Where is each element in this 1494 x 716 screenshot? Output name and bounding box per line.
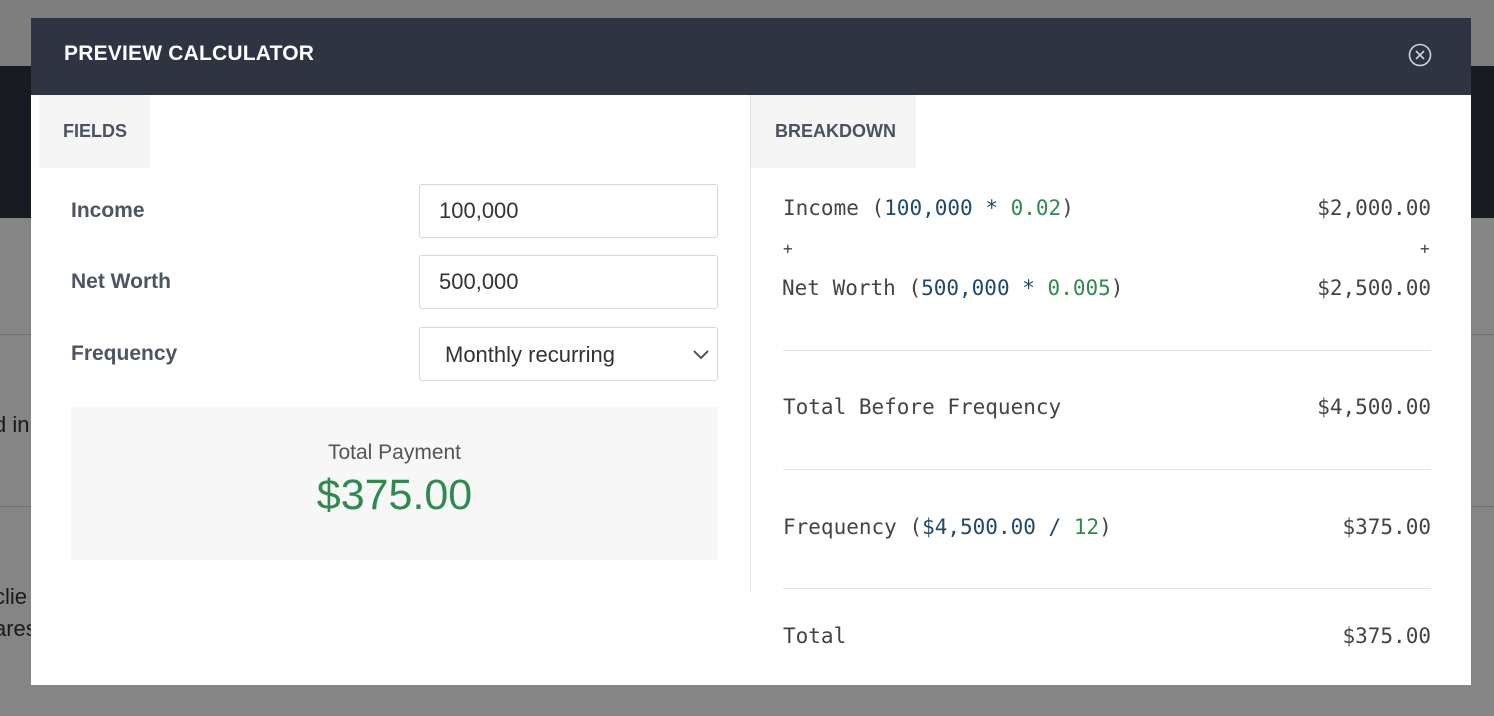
- breakdown-panel: BREAKDOWN Income (100,000 * 0.02) $2,000…: [751, 95, 1471, 685]
- background-text: ares: [0, 616, 37, 641]
- tab-breakdown[interactable]: BREAKDOWN: [751, 95, 916, 168]
- breakdown-paren: ): [1061, 196, 1074, 220]
- background-text: clie: [0, 584, 28, 609]
- breakdown-frequency-divisor: 12: [1073, 515, 1100, 539]
- income-field-row: Income: [71, 184, 718, 238]
- income-input[interactable]: [419, 184, 718, 238]
- breakdown-total-amount: $375.00: [1342, 624, 1431, 648]
- breakdown-net-worth-name: Net Worth: [782, 276, 896, 300]
- breakdown-paren: ): [1110, 276, 1124, 300]
- breakdown-total-before-label: Total Before Frequency: [783, 395, 1062, 419]
- breakdown-frequency-name: Frequency: [783, 515, 897, 539]
- chevron-down-icon: [692, 347, 710, 361]
- breakdown-income-name: Income: [783, 196, 859, 220]
- fields-panel: FIELDS Income Net Worth Frequency Monthl…: [31, 95, 751, 685]
- net-worth-field-row: Net Worth: [71, 255, 718, 309]
- breakdown-paren: (: [895, 276, 922, 300]
- breakdown-divider: [783, 350, 1431, 351]
- breakdown-operator: /: [1035, 515, 1074, 539]
- breakdown-income-formula: Income (100,000 * 0.02): [783, 196, 1431, 220]
- breakdown-divider: [783, 588, 1431, 589]
- plus-sign: +: [1420, 239, 1430, 258]
- plus-sign: +: [783, 239, 793, 258]
- breakdown-paren: (: [858, 196, 885, 220]
- breakdown-net-worth-rate: 0.005: [1047, 276, 1111, 300]
- breakdown-operator: *: [972, 196, 1011, 220]
- breakdown-net-worth-formula: Net Worth (500,000 * 0.005): [782, 276, 1430, 300]
- breakdown-frequency-base: $4,500.00: [922, 515, 1036, 539]
- breakdown-frequency-formula: Frequency ($4,500.00 / 12): [783, 515, 1431, 539]
- frequency-select-value: Monthly recurring: [445, 342, 615, 367]
- breakdown-divider: [783, 469, 1431, 470]
- breakdown-paren: ): [1099, 515, 1112, 539]
- breakdown-net-worth-base: 500,000: [921, 276, 1010, 300]
- frequency-label: Frequency: [71, 342, 178, 365]
- breakdown-frequency-amount: $375.00: [1342, 515, 1431, 539]
- total-payment-label: Total Payment: [327, 441, 462, 464]
- modal-header: PREVIEW CALCULATOR: [31, 18, 1471, 95]
- breakdown-income-amount: $2,000.00: [1317, 196, 1431, 220]
- breakdown-paren: (: [896, 515, 923, 539]
- breakdown-total-before-amount: $4,500.00: [1317, 395, 1431, 419]
- close-icon[interactable]: [1408, 43, 1432, 67]
- net-worth-label: Net Worth: [71, 270, 171, 293]
- tab-fields[interactable]: FIELDS: [39, 95, 150, 168]
- frequency-field-row: Frequency Monthly recurring: [71, 327, 718, 381]
- panel-divider: [750, 95, 751, 592]
- net-worth-input[interactable]: [419, 255, 718, 309]
- frequency-select[interactable]: Monthly recurring: [419, 327, 718, 381]
- breakdown-income-rate: 0.02: [1010, 196, 1062, 220]
- breakdown-income-base: 100,000: [884, 196, 973, 220]
- modal-title: PREVIEW CALCULATOR: [64, 42, 315, 65]
- breakdown-net-worth-amount: $2,500.00: [1317, 276, 1431, 300]
- background-text: d in: [0, 412, 30, 437]
- total-payment-value: $375.00: [316, 471, 473, 519]
- total-payment-box: Total Payment $375.00: [71, 407, 718, 560]
- breakdown-total-label: Total: [783, 624, 847, 648]
- income-label: Income: [71, 199, 145, 222]
- breakdown-operator: *: [1009, 276, 1048, 300]
- preview-calculator-modal: PREVIEW CALCULATOR FIELDS Income Net Wor…: [31, 18, 1471, 685]
